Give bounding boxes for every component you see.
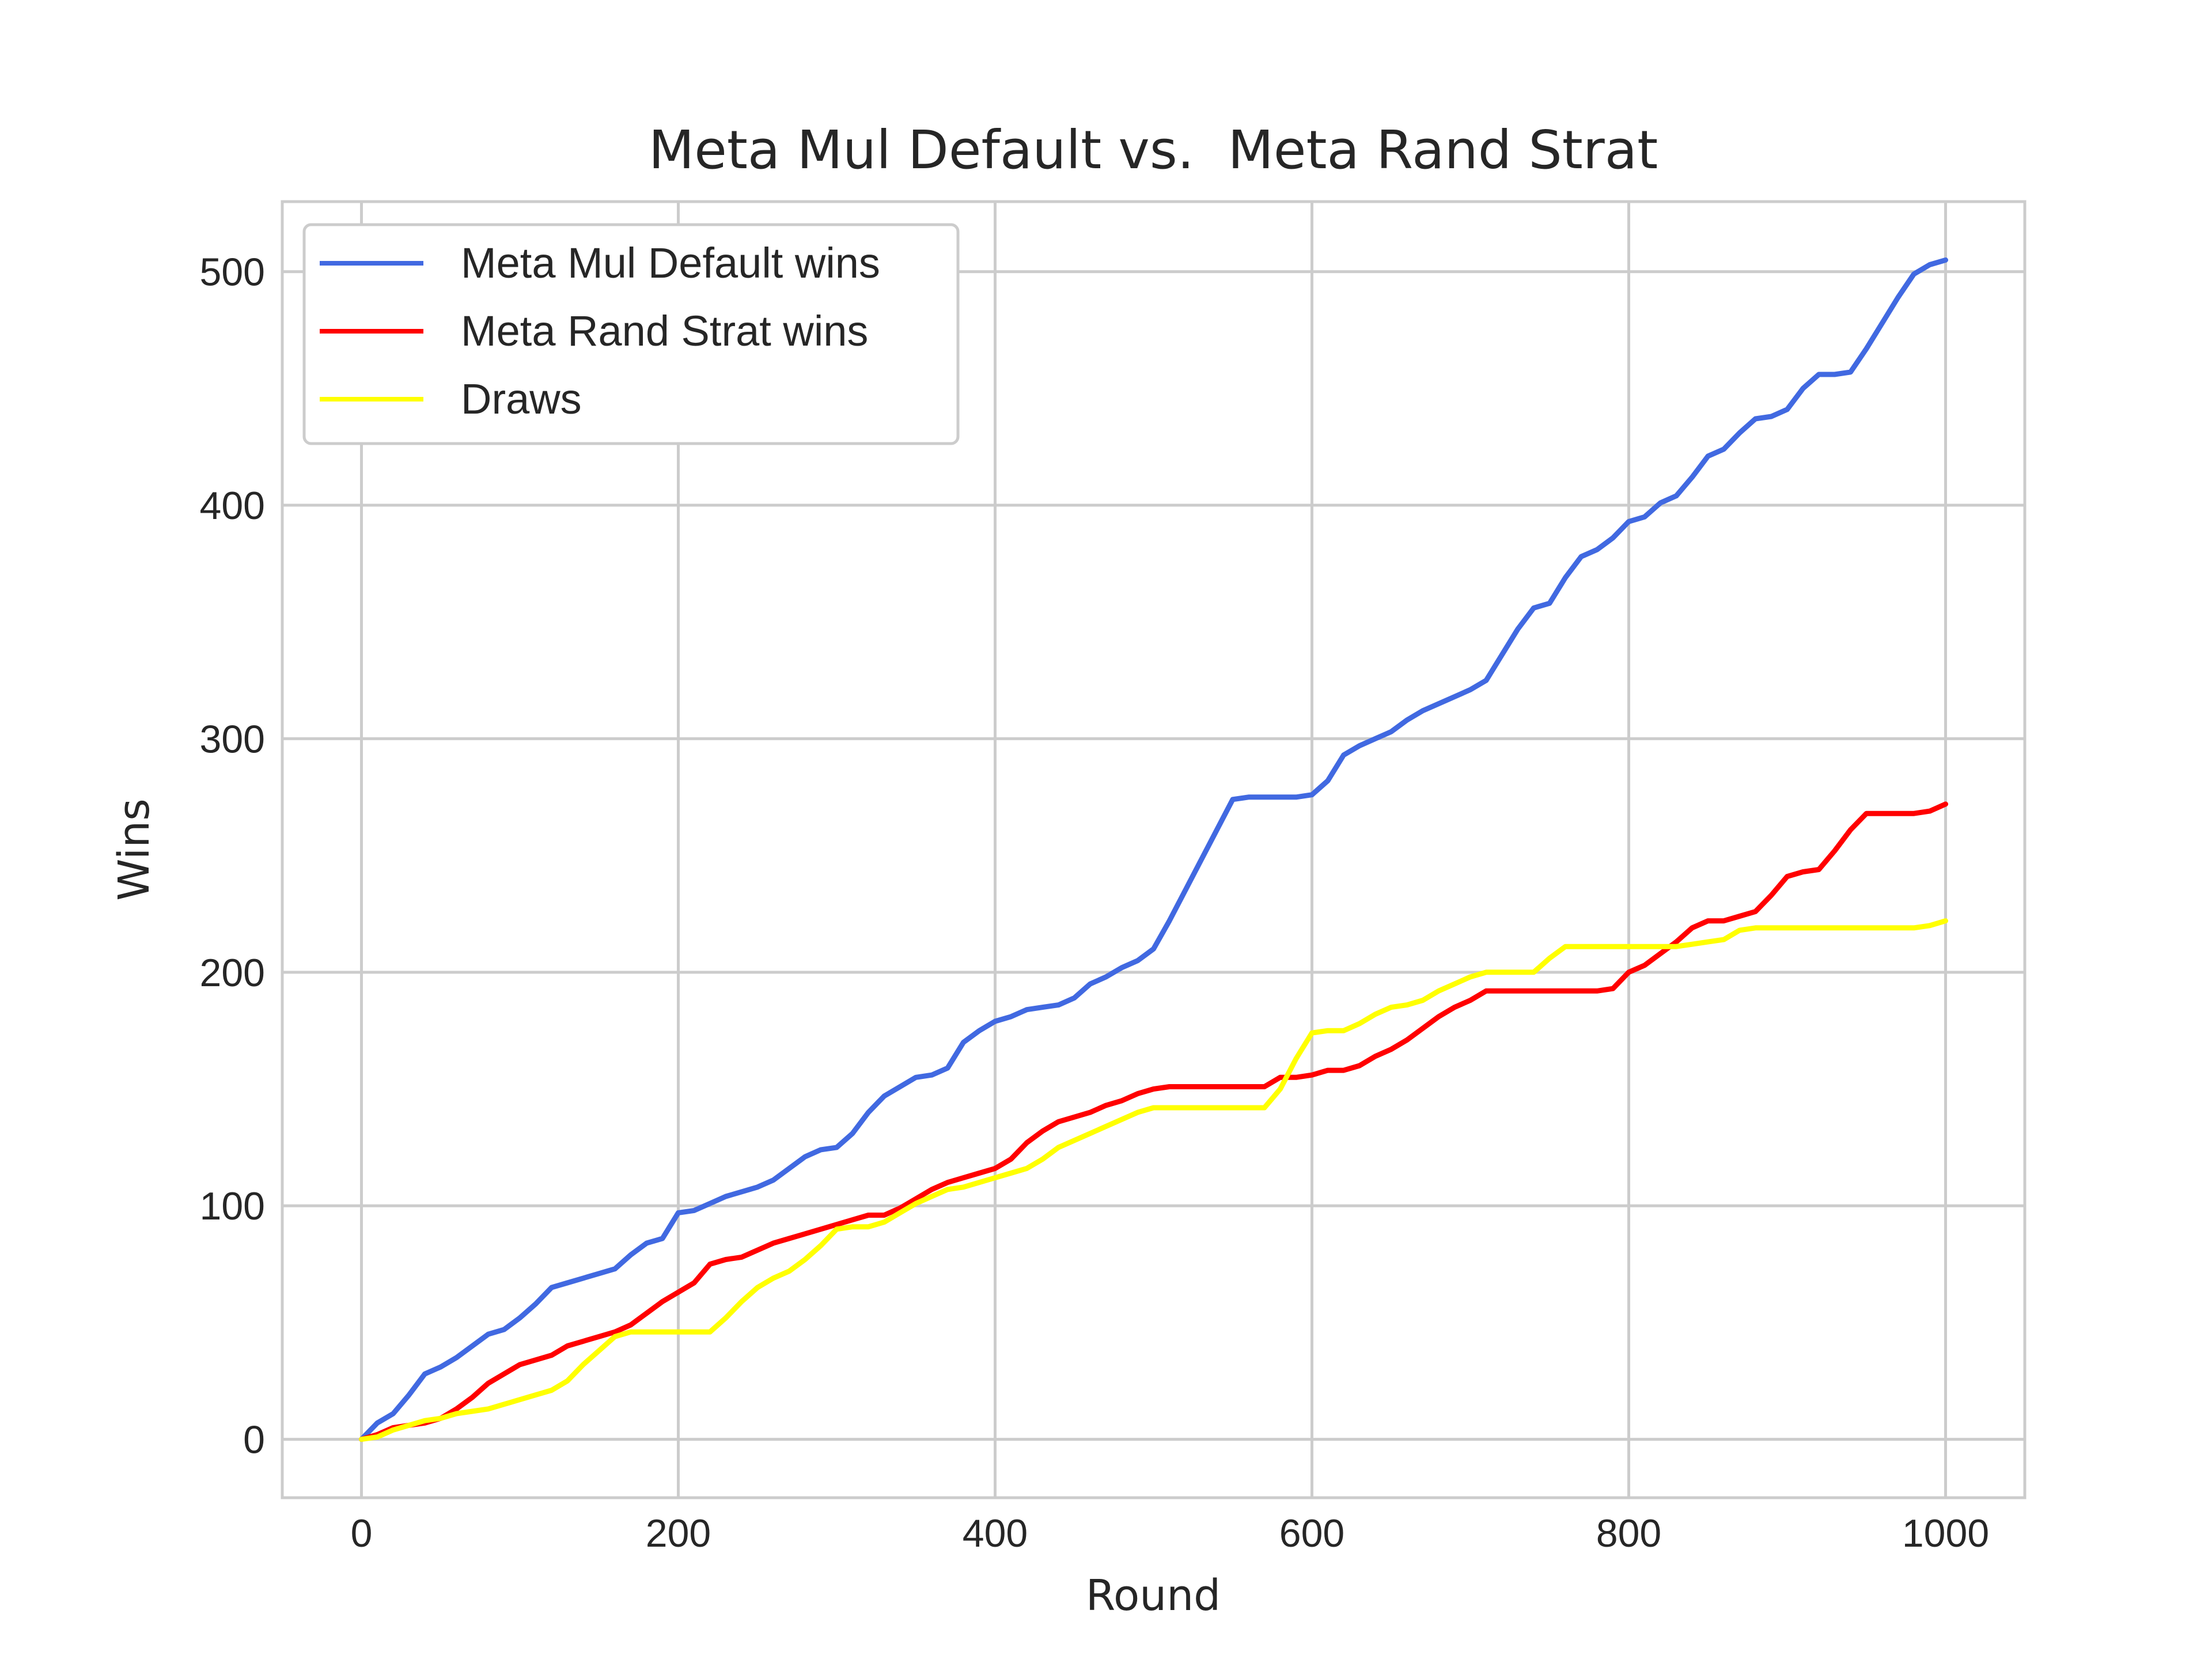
- plot-frame: [281, 200, 2027, 1499]
- chart-title: Meta Mul Default vs. Meta Rand Strat: [649, 119, 1658, 181]
- legend-label-meta-mul-default: Meta Mul Default wins: [461, 239, 880, 287]
- y-tick-label: 300: [200, 717, 265, 761]
- y-tick-label: 200: [200, 951, 265, 995]
- x-tick-label: 600: [1279, 1512, 1344, 1555]
- y-tick-label: 400: [200, 484, 265, 528]
- y-tick-label: 0: [243, 1418, 265, 1462]
- series-line-meta-rand-strat-wins: [359, 801, 1948, 1442]
- x-tick-label: 400: [963, 1512, 1028, 1555]
- tick-labels: 0 200 400 600 800 1000 0 100 200 300 400 500: [200, 251, 1990, 1555]
- y-tick-label: 100: [200, 1184, 265, 1228]
- series-line-draws: [359, 918, 1948, 1442]
- series-line-meta-mul-default-wins: [359, 257, 1948, 1442]
- x-tick-label: 1000: [1902, 1512, 1989, 1555]
- y-tick-label: 500: [200, 251, 265, 294]
- series-layer: [359, 257, 1948, 1442]
- x-tick-label: 800: [1596, 1512, 1661, 1555]
- legend: Meta Mul Default wins Meta Rand Strat wi…: [302, 223, 960, 445]
- grid: [282, 202, 2025, 1498]
- x-tick-label: 0: [351, 1512, 373, 1555]
- x-axis-label: Round: [1086, 1571, 1221, 1620]
- x-tick-label: 200: [646, 1512, 711, 1555]
- legend-box: [302, 223, 960, 445]
- legend-label-meta-rand-strat: Meta Rand Strat wins: [461, 307, 868, 355]
- legend-label-draws: Draws: [461, 375, 582, 423]
- y-axis-label: Wins: [109, 798, 159, 901]
